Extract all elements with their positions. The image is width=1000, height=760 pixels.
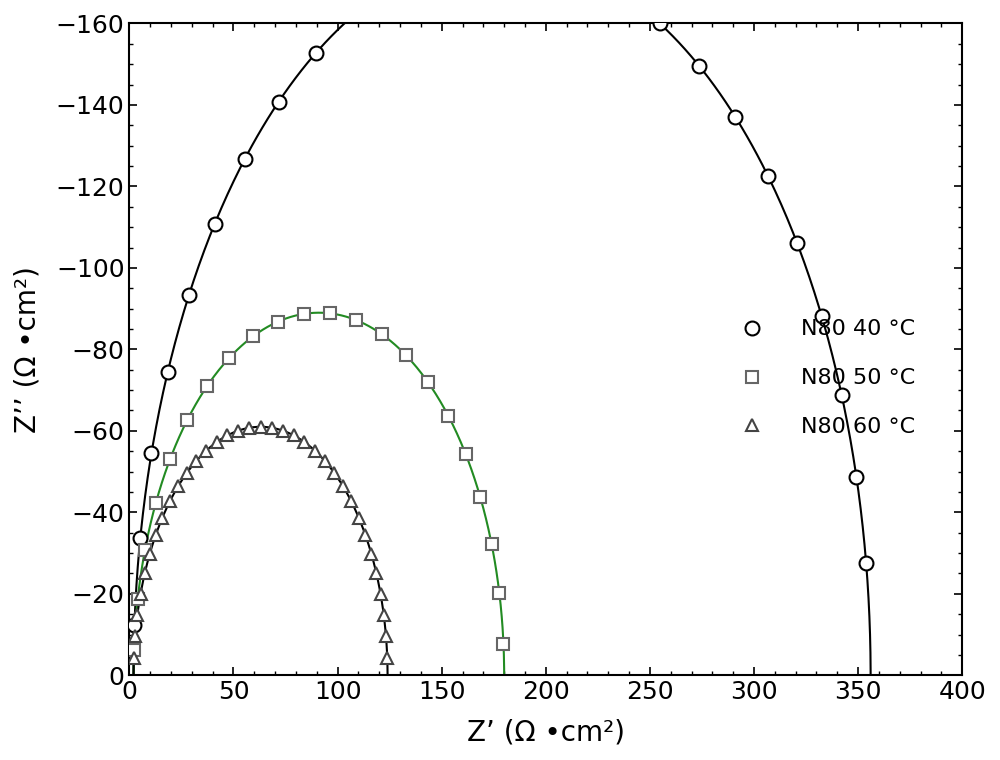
N80 40 °C (239, 154, 251, 163)
N80 60 °C (190, 456, 202, 465)
N80 40 °C (145, 449, 157, 458)
N80 40 °C (836, 390, 848, 399)
N80 40 °C (209, 219, 221, 228)
N80 50 °C (128, 645, 140, 654)
N80 60 °C (353, 513, 365, 522)
Line: N80 50 °C: N80 50 °C (128, 308, 509, 656)
N80 60 °C (156, 513, 168, 522)
N80 50 °C (376, 330, 388, 339)
N80 60 °C (370, 568, 382, 578)
N80 40 °C (128, 620, 140, 629)
Line: N80 40 °C: N80 40 °C (128, 0, 873, 632)
N80 40 °C (850, 473, 862, 482)
N80 50 °C (350, 315, 362, 325)
N80 60 °C (266, 423, 278, 432)
N80 40 °C (183, 290, 195, 299)
N80 50 °C (486, 539, 498, 548)
N80 60 °C (200, 446, 212, 455)
N80 40 °C (134, 534, 146, 543)
X-axis label: Z’ (Ω •cm²): Z’ (Ω •cm²) (467, 718, 625, 746)
N80 40 °C (729, 112, 741, 122)
N80 60 °C (375, 589, 387, 598)
N80 50 °C (442, 411, 454, 420)
N80 60 °C (359, 530, 371, 540)
N80 50 °C (474, 492, 486, 502)
N80 40 °C (273, 97, 285, 106)
N80 50 °C (272, 317, 284, 326)
N80 40 °C (162, 367, 174, 376)
N80 60 °C (337, 482, 349, 491)
N80 50 °C (460, 450, 472, 459)
N80 60 °C (298, 438, 310, 447)
N80 50 °C (139, 545, 151, 554)
N80 60 °C (319, 456, 331, 465)
N80 60 °C (135, 589, 147, 598)
N80 60 °C (129, 632, 141, 641)
N80 50 °C (400, 350, 412, 359)
N80 60 °C (211, 438, 223, 447)
N80 50 °C (132, 594, 144, 603)
N80 40 °C (762, 172, 774, 181)
N80 50 °C (201, 382, 213, 391)
N80 60 °C (131, 610, 143, 619)
N80 60 °C (128, 654, 140, 663)
N80 60 °C (164, 497, 176, 506)
Line: N80 60 °C: N80 60 °C (128, 421, 393, 663)
N80 60 °C (243, 423, 255, 432)
N80 50 °C (181, 416, 193, 425)
N80 60 °C (150, 530, 162, 540)
Legend: N80 40 °C, N80 50 °C, N80 60 °C: N80 40 °C, N80 50 °C, N80 60 °C (719, 309, 926, 448)
N80 60 °C (181, 468, 193, 477)
N80 60 °C (139, 568, 151, 578)
N80 50 °C (497, 639, 509, 648)
N80 60 °C (380, 632, 392, 641)
N80 60 °C (255, 423, 267, 432)
N80 60 °C (345, 497, 357, 506)
N80 60 °C (221, 431, 233, 440)
N80 50 °C (247, 332, 259, 341)
N80 60 °C (288, 431, 300, 440)
N80 60 °C (309, 446, 321, 455)
N80 50 °C (164, 454, 176, 464)
N80 50 °C (493, 588, 505, 597)
N80 40 °C (791, 239, 803, 248)
N80 60 °C (381, 654, 393, 663)
N80 60 °C (144, 549, 156, 559)
N80 50 °C (223, 353, 235, 363)
N80 60 °C (378, 610, 390, 619)
N80 50 °C (298, 309, 310, 318)
N80 60 °C (232, 426, 244, 435)
N80 40 °C (693, 61, 705, 70)
N80 60 °C (365, 549, 377, 559)
N80 40 °C (654, 19, 666, 28)
N80 50 °C (150, 498, 162, 507)
N80 50 °C (324, 309, 336, 318)
N80 40 °C (310, 49, 322, 58)
N80 60 °C (328, 468, 340, 477)
N80 60 °C (172, 482, 184, 491)
N80 50 °C (422, 378, 434, 387)
N80 40 °C (816, 312, 828, 321)
N80 40 °C (350, 9, 362, 18)
Y-axis label: Z’’ (Ω •cm²): Z’’ (Ω •cm²) (14, 266, 42, 432)
N80 40 °C (860, 558, 872, 567)
N80 60 °C (277, 426, 289, 435)
